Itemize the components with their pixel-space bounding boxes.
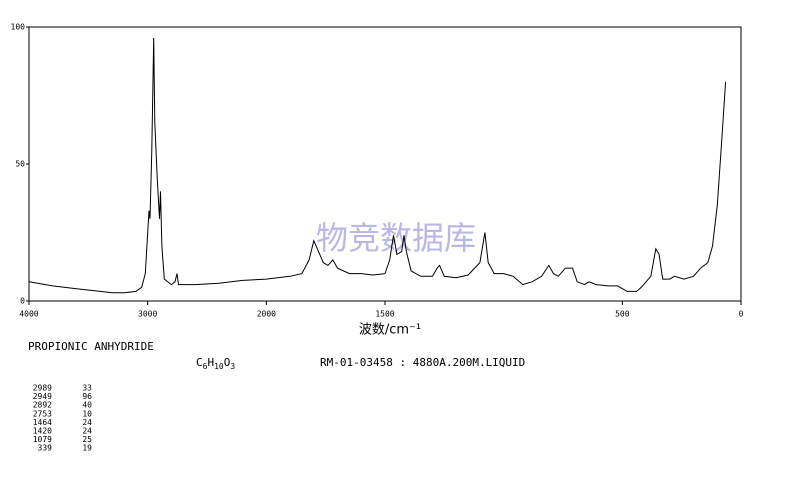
x-tick-label: 2000 bbox=[257, 310, 276, 319]
peak-wavenumber: 1079 bbox=[33, 435, 52, 444]
peak-intensity: 40 bbox=[82, 401, 92, 410]
formula-subscript: 10 bbox=[214, 362, 224, 371]
peak-intensity: 24 bbox=[82, 418, 92, 427]
y-tick-label: 100 bbox=[11, 23, 26, 32]
peak-wavenumber: 1420 bbox=[33, 427, 52, 436]
peak-intensity: 10 bbox=[82, 409, 92, 418]
plot-frame bbox=[28, 26, 742, 302]
spectrum-line bbox=[28, 37, 727, 294]
peak-intensity: 24 bbox=[82, 427, 92, 436]
peak-wavenumber: 2949 bbox=[33, 392, 52, 401]
formula-subscript: 6 bbox=[203, 362, 208, 371]
x-tick-label: 0 bbox=[739, 310, 744, 319]
peak-wavenumber: 2892 bbox=[33, 401, 52, 410]
formula-element: O bbox=[224, 356, 231, 369]
peak-wavenumber: 339 bbox=[38, 444, 53, 453]
y-tick-label: 50 bbox=[15, 160, 25, 169]
y-tick-label: 0 bbox=[20, 297, 25, 306]
peak-intensity: 25 bbox=[82, 435, 92, 444]
x-tick-label: 500 bbox=[615, 310, 630, 319]
formula-element: H bbox=[207, 356, 214, 369]
x-axis-label: 波数/cm⁻¹ bbox=[359, 323, 421, 338]
x-tick-label: 3000 bbox=[138, 310, 157, 319]
peak-intensity: 33 bbox=[82, 384, 92, 393]
x-tick-label: 4000 bbox=[19, 310, 38, 319]
peak-wavenumber: 1464 bbox=[33, 418, 52, 427]
peak-wavenumber: 2753 bbox=[33, 409, 52, 418]
x-tick-label: 1500 bbox=[375, 310, 394, 319]
chart-title: PROPIONIC ANHYDRIDE bbox=[28, 340, 154, 353]
formula: C6H10O3 bbox=[196, 356, 235, 371]
peak-intensity: 19 bbox=[82, 444, 92, 453]
formula-subscript: 3 bbox=[230, 362, 235, 371]
peak-wavenumber: 2989 bbox=[33, 384, 52, 393]
formula-element: C bbox=[196, 356, 203, 369]
sample-info: RM-01-03458 : 4880A.200M.LIQUID bbox=[320, 356, 525, 369]
peak-intensity: 96 bbox=[82, 392, 92, 401]
